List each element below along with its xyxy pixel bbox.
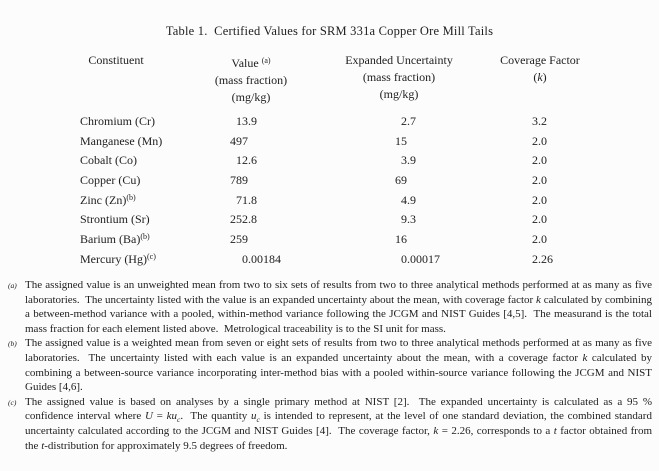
col-header-coverage: Coverage Factor (k) xyxy=(460,52,620,86)
col-header-uncertainty-line3: (mg/kg) xyxy=(379,87,419,101)
footnote-ref: (b) xyxy=(126,192,136,202)
col-header-value-line3: (mg/kg) xyxy=(231,90,271,104)
constituent-cell: Chromium (Cr) xyxy=(80,114,155,128)
coverage-cell: 2.0 xyxy=(532,133,547,148)
constituent-cell: Zinc (Zn)(b) xyxy=(80,192,136,207)
coverage-k: k xyxy=(537,70,543,84)
col-header-constituent: Constituent xyxy=(88,53,144,67)
coverage-k-open: ( xyxy=(533,70,538,84)
uncertainty-cell: 0.00017 xyxy=(401,251,440,266)
uncertainty-cell: 69 xyxy=(395,173,407,188)
constituent-cell: Manganese (Mn) xyxy=(80,133,163,148)
coverage-k-close: ) xyxy=(542,70,547,84)
uncertainty-cell: 16 xyxy=(395,232,407,247)
value-cell: 13.9 xyxy=(236,114,257,128)
table-row: Cobalt (Co) 12.6 3.9 2.0 xyxy=(0,151,659,171)
value-cell: 252.8 xyxy=(230,212,257,227)
coverage-cell: 2.0 xyxy=(532,153,547,168)
table-row: Copper (Cu) 789 69 2.0 xyxy=(0,171,659,191)
constituent-cell: Mercury (Hg)(c) xyxy=(80,251,156,266)
coverage-cell: 2.26 xyxy=(532,251,553,266)
col-header-uncertainty-line2: (mass fraction) xyxy=(362,70,436,84)
table-row: Barium (Ba)(b) 259 16 2.0 xyxy=(0,230,659,250)
value-cell: 259 xyxy=(230,232,248,247)
col-header-value: Value (a) (mass fraction) (mg/kg) xyxy=(171,52,331,106)
table-row: Manganese (Mn) 497 15 2.0 xyxy=(0,132,659,152)
coverage-cell: 2.0 xyxy=(532,232,547,247)
value-label: Value xyxy=(231,56,259,70)
footnote-marker: (a) xyxy=(8,281,17,290)
footnote-a: (a) The assigned value is an unweighted m… xyxy=(8,279,652,335)
table-body: Chromium (Cr) 13.9 2.7 3.2 Manganese (Mn) 497… xyxy=(0,112,659,270)
footnote-ref: (c) xyxy=(146,251,156,261)
coverage-cell: 3.2 xyxy=(532,114,547,128)
footnote-ref-a: (a) xyxy=(261,56,271,65)
table-row: Strontium (Sr) 252.8 9.3 2.0 xyxy=(0,210,659,230)
uncertainty-cell: 3.9 xyxy=(401,153,416,168)
value-cell: 497 xyxy=(230,133,248,148)
table-row: Zinc (Zn)(b) 71.8 4.9 2.0 xyxy=(0,191,659,211)
constituent-cell: Strontium (Sr) xyxy=(80,212,150,227)
coverage-cell: 2.0 xyxy=(532,192,547,207)
uncertainty-cell: 9.3 xyxy=(401,212,416,227)
uncertainty-cell: 4.9 xyxy=(401,192,416,207)
col-header-value-line2: (mass fraction) xyxy=(214,73,288,87)
col-header-uncertainty: Expanded Uncertainty (mass fraction) (mg… xyxy=(319,52,479,103)
coverage-cell: 2.0 xyxy=(532,173,547,188)
footnote-c: (c) The assigned value is based on analys… xyxy=(8,395,653,452)
table-row: Chromium (Cr) 13.9 2.7 3.2 xyxy=(0,112,659,132)
table-row: Mercury (Hg)(c) 0.00184 0.00017 2.26 xyxy=(0,250,659,270)
uncertainty-cell: 15 xyxy=(395,133,407,148)
constituent-cell: Barium (Ba)(b) xyxy=(80,232,150,247)
footnotes: (a) The assigned value is an unweighted m… xyxy=(8,278,652,453)
uncertainty-cell: 2.7 xyxy=(401,114,416,128)
col-header-coverage-line2: (k) xyxy=(460,69,620,86)
constituent-cell: Cobalt (Co) xyxy=(80,153,137,168)
col-header-coverage-line1: Coverage Factor xyxy=(500,53,580,67)
footnote-marker: (c) xyxy=(8,397,17,407)
value-cell: 12.6 xyxy=(236,153,257,168)
footnote-b: (b) The assigned value is a weighted mean… xyxy=(8,337,652,394)
value-cell: 71.8 xyxy=(236,192,257,207)
value-cell: 789 xyxy=(230,173,248,188)
col-header-uncertainty-line1: Expanded Uncertainty xyxy=(345,53,453,67)
value-cell: 0.00184 xyxy=(242,251,281,266)
footnote-ref: (b) xyxy=(140,232,150,242)
col-header-value-line1: Value (a) xyxy=(171,52,331,72)
coverage-cell: 2.0 xyxy=(532,212,547,227)
footnote-marker: (b) xyxy=(8,339,17,349)
constituent-cell: Copper (Cu) xyxy=(80,173,141,188)
table-title: Table 1. Certified Values for SRM 331a C… xyxy=(165,24,494,38)
